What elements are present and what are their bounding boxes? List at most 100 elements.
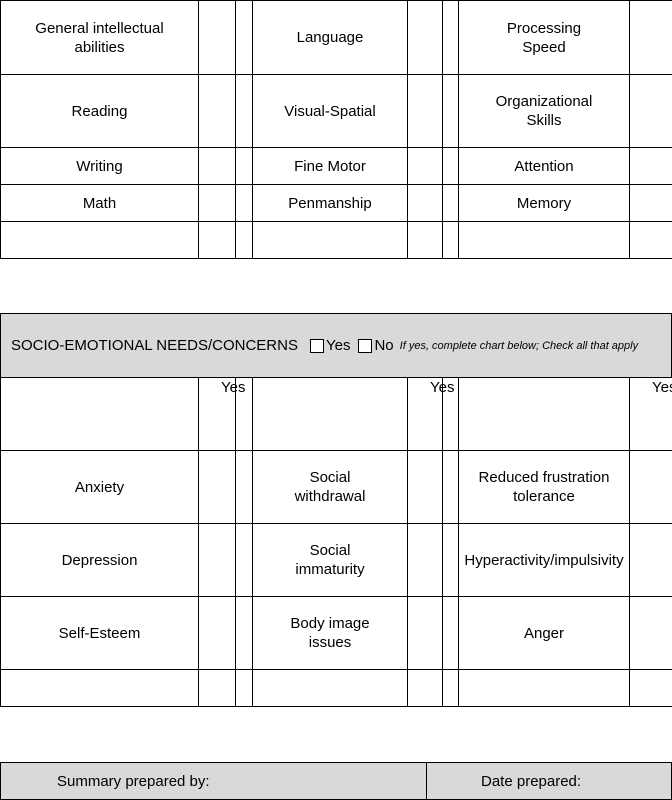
cell-label: Math: [0, 184, 199, 222]
cell[interactable]: [629, 74, 672, 148]
cell-label: Depression: [0, 523, 199, 597]
cell[interactable]: [407, 74, 443, 148]
cell[interactable]: [629, 184, 672, 222]
cell[interactable]: [629, 450, 672, 524]
row: Self-Esteem Body image issues Anger: [0, 596, 672, 670]
cell[interactable]: [629, 669, 672, 707]
cell[interactable]: [442, 74, 459, 148]
cell: [458, 669, 630, 707]
cell-label: Writing: [0, 147, 199, 185]
cell[interactable]: [442, 450, 459, 524]
summary-bar: Summary prepared by: Date prepared:: [0, 762, 672, 800]
cell-label: Processing Speed: [458, 0, 630, 75]
cell-label: Penmanship: [252, 184, 408, 222]
cell-label: Reading: [0, 74, 199, 148]
cell-label: Reduced frustration tolerance: [458, 450, 630, 524]
cell[interactable]: [235, 74, 253, 148]
cell: [252, 377, 408, 451]
cell[interactable]: [198, 74, 236, 148]
cell[interactable]: [235, 450, 253, 524]
cell: [0, 377, 199, 451]
cell-label: Hyperactivity/impulsivity: [458, 523, 630, 597]
cell[interactable]: [407, 596, 443, 670]
cell-label: Anxiety: [0, 450, 199, 524]
cell-label: Yes: [407, 377, 454, 451]
checkbox[interactable]: [309, 338, 324, 353]
cell-label: Fine Motor: [252, 147, 408, 185]
cell[interactable]: [198, 596, 236, 670]
cell: [0, 221, 199, 259]
prepared-by: Summary prepared by:: [57, 772, 210, 790]
date-cell: Date prepared:: [427, 763, 581, 799]
cell-label: Body image issues: [252, 596, 408, 670]
cell-label: General intellectual abilities: [0, 0, 199, 75]
cell[interactable]: [442, 669, 459, 707]
cell[interactable]: [407, 221, 443, 259]
yes-label: Yes: [325, 337, 351, 354]
cell[interactable]: [407, 147, 443, 185]
cell[interactable]: [198, 221, 236, 259]
row: Reading Visual-Spatial Organizational Skil…: [0, 74, 672, 148]
cell[interactable]: [629, 0, 672, 75]
cell-label: Attention: [458, 147, 630, 185]
cell-label: Social withdrawal: [252, 450, 408, 524]
cell: [252, 221, 408, 259]
cell[interactable]: [235, 221, 253, 259]
cell[interactable]: [442, 523, 459, 597]
cell[interactable]: [442, 596, 459, 670]
cell[interactable]: [629, 523, 672, 597]
checkbox[interactable]: [358, 338, 373, 353]
cell-label: Anger: [458, 596, 630, 670]
socio-table: YesYesYesAnxietySocial withdrawalReduced…: [0, 377, 672, 707]
cell-label: Language: [252, 0, 408, 75]
row: Anxiety Social withdrawal Reduced frustrat…: [0, 450, 672, 524]
cell[interactable]: [629, 596, 672, 670]
cell[interactable]: [198, 669, 236, 707]
cell[interactable]: [198, 147, 236, 185]
cell[interactable]: [235, 147, 253, 185]
cell[interactable]: [198, 0, 236, 75]
cell[interactable]: [407, 669, 443, 707]
cell[interactable]: [235, 669, 253, 707]
cell[interactable]: [198, 184, 236, 222]
row: Math Penmanship Memory: [0, 184, 672, 222]
cell[interactable]: [407, 450, 443, 524]
cell-label: Yes: [198, 377, 245, 451]
cell[interactable]: [235, 596, 253, 670]
cell-label: Memory: [458, 184, 630, 222]
row: [0, 669, 672, 707]
row: [0, 221, 672, 259]
row: Depression Social immaturity Hyperactivity…: [0, 523, 672, 597]
cell-label: Visual-Spatial: [252, 74, 408, 148]
row: General intellectual abilities Language Pr…: [0, 0, 672, 75]
cell[interactable]: [442, 221, 459, 259]
cell[interactable]: [442, 147, 459, 185]
cell: [458, 221, 630, 259]
cell[interactable]: [629, 147, 672, 185]
date-prepared: Date prepared:: [481, 772, 582, 790]
cell[interactable]: [629, 221, 672, 259]
cell[interactable]: [198, 450, 236, 524]
socio-title: SOCIO-EMOTIONAL NEEDS/CONCERNS: [11, 337, 298, 354]
cell: [0, 669, 199, 707]
summary-cell: Summary prepared by:: [1, 763, 427, 799]
cell[interactable]: [235, 523, 253, 597]
cell-label: Organizational Skills: [458, 74, 630, 148]
cell[interactable]: [407, 184, 443, 222]
row: Yes Yes Yes: [0, 377, 672, 451]
cell: [458, 377, 630, 451]
cell-label: Social immaturity: [252, 523, 408, 597]
socio-header: SOCIO-EMOTIONAL NEEDS/CONCERNS Yes No If…: [0, 313, 672, 378]
cell[interactable]: [235, 0, 253, 75]
cell[interactable]: [407, 0, 443, 75]
academic-table: General intellectual abilities Language Pr…: [0, 0, 672, 259]
cell-label: Self-Esteem: [0, 596, 199, 670]
cell-label: Yes: [629, 377, 672, 451]
cell[interactable]: [235, 184, 253, 222]
cell[interactable]: [198, 523, 236, 597]
cell[interactable]: [442, 184, 459, 222]
cell[interactable]: [407, 523, 443, 597]
no-label: No: [374, 337, 394, 354]
cell[interactable]: [442, 0, 459, 75]
